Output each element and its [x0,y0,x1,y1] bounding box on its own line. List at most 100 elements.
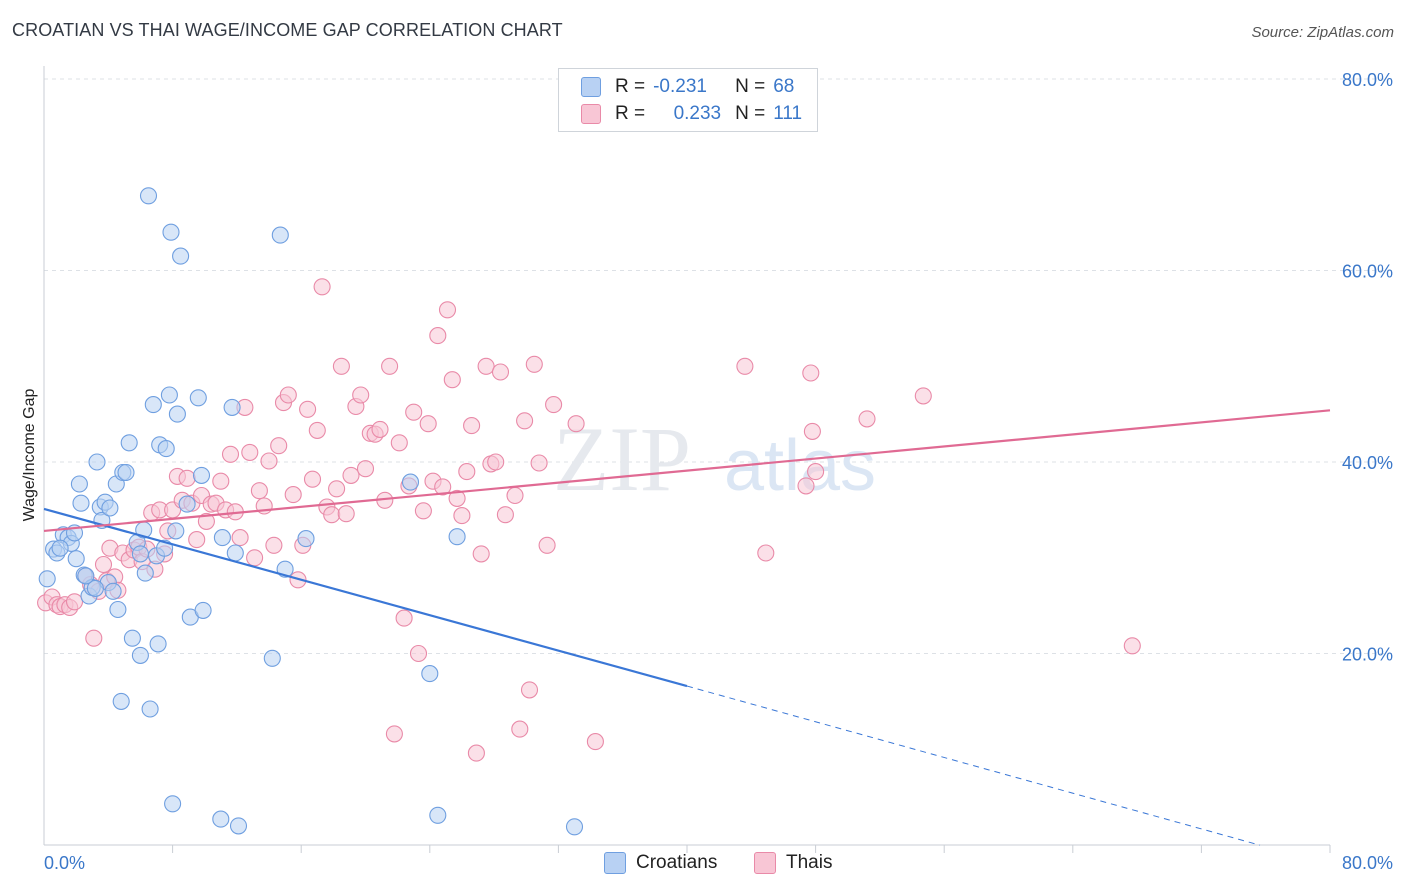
thais-point-37 [212,472,230,490]
croatians-point-19 [104,582,122,600]
thais-swatch [581,104,601,124]
thais-point-111 [803,422,821,440]
thais-point-62 [332,357,350,375]
r-label: R = [615,103,646,124]
croatians-point-60 [565,818,584,836]
croatians-point-41 [168,405,186,423]
thais-point-85 [443,371,461,389]
croatians-point-40 [167,522,185,540]
thais-point-78 [409,644,428,663]
croatians-point-45 [189,389,207,407]
x-tick-label-max: 80.0% [1342,853,1393,873]
thais-point-32 [188,531,206,549]
thais-point-63 [337,505,355,523]
tick-labels: 20.0% 40.0% 60.0% 80.0% 0.0% 80.0% [44,70,1393,873]
y-tick-label-60: 60.0% [1342,262,1393,282]
croatians-point-30 [139,187,158,205]
croatians-point-49 [213,529,231,547]
thais-point-109 [802,364,820,382]
thais-point-89 [463,417,481,435]
croatians-point-67 [131,545,149,563]
thais-point-66 [352,386,370,404]
thais-point-6 [65,593,84,611]
croatians-point-27 [131,646,149,664]
thais-point-95 [491,363,510,381]
y-tick-label-20: 20.0% [1342,645,1393,665]
thais-point-107 [736,357,754,375]
thais-point-101 [525,355,543,373]
croatians-trend-line [43,507,688,688]
croatians-point-18 [101,499,119,517]
legend-row-thais: R = 0.233 N = 111 [581,102,802,126]
croatians-point-21 [109,600,127,619]
y-tick-label-40: 40.0% [1342,453,1393,473]
trend-lines [43,409,1331,846]
thais-point-73 [385,725,403,743]
n-label: N = [735,103,766,124]
legend-item-croatians[interactable]: Croatians [604,852,717,874]
thais-point-48 [265,536,283,554]
thais-point-80 [419,415,437,433]
thais-point-112 [807,463,825,481]
thais-point-103 [538,536,556,554]
thais-point-75 [395,609,413,627]
thais-point-84 [438,301,457,319]
thais-point-55 [299,400,317,418]
thais-point-57 [308,421,326,439]
thais-point-30 [178,469,196,487]
croatians-n-value: 68 [773,76,795,97]
thais-point-44 [246,549,264,567]
thais-point-60 [323,506,341,524]
croatians-legend-label: Croatians [636,852,718,873]
legend-item-thais[interactable]: Thais [754,852,832,874]
thais-point-34 [197,512,215,530]
thais-point-88 [458,463,476,481]
croatians-point-25 [123,629,141,647]
croatians-point-62 [86,579,104,597]
croatians-point-8 [70,475,88,493]
thais-point-115 [1123,637,1141,655]
thais-point-61 [328,480,346,498]
thais-point-87 [453,507,471,525]
thais-point-100 [520,681,539,699]
thais-point-41 [231,529,249,547]
thais-point-82 [429,327,447,345]
series-legend: Croatians Thais [0,850,1406,878]
thais-point-83 [434,478,452,496]
croatians-point-57 [429,806,447,824]
croatians-point-56 [401,473,420,491]
thais-point-110 [797,477,815,495]
croatians-point-51 [229,817,248,835]
thais-point-67 [356,460,375,478]
croatians-point-65 [112,692,130,710]
thais-point-106 [586,733,604,751]
croatians-point-46 [192,466,211,484]
thais-point-108 [757,544,775,562]
thais-point-52 [284,486,302,504]
thais-r-value: 0.233 [673,103,722,124]
thais-point-105 [567,415,585,433]
thais-point-104 [545,396,563,414]
croatians-point-29 [136,564,154,582]
thais-point-113 [858,410,876,428]
thais-point-49 [270,437,288,455]
thais-point-98 [511,720,529,738]
thais-trend-line [43,409,1331,533]
thais-point-39 [221,445,240,463]
thais-point-77 [405,403,423,421]
croatians-point-52 [263,649,281,667]
thais-point-92 [477,357,495,375]
croatians-point-7 [67,550,85,568]
thais-point-72 [381,357,399,375]
croatians-trend-extension [686,685,1261,846]
croatians-point-59 [421,665,439,683]
thais-point-11 [94,555,113,574]
grid-lines [44,78,1394,654]
croatians-point-63 [77,567,95,585]
source-label: Source: ZipAtlas.com [1251,24,1394,41]
watermark: ZIP atlas [553,408,876,510]
x-tick-label-min: 0.0% [44,853,85,873]
croatians-point-38 [162,223,180,241]
croatians-point-47 [194,601,212,619]
